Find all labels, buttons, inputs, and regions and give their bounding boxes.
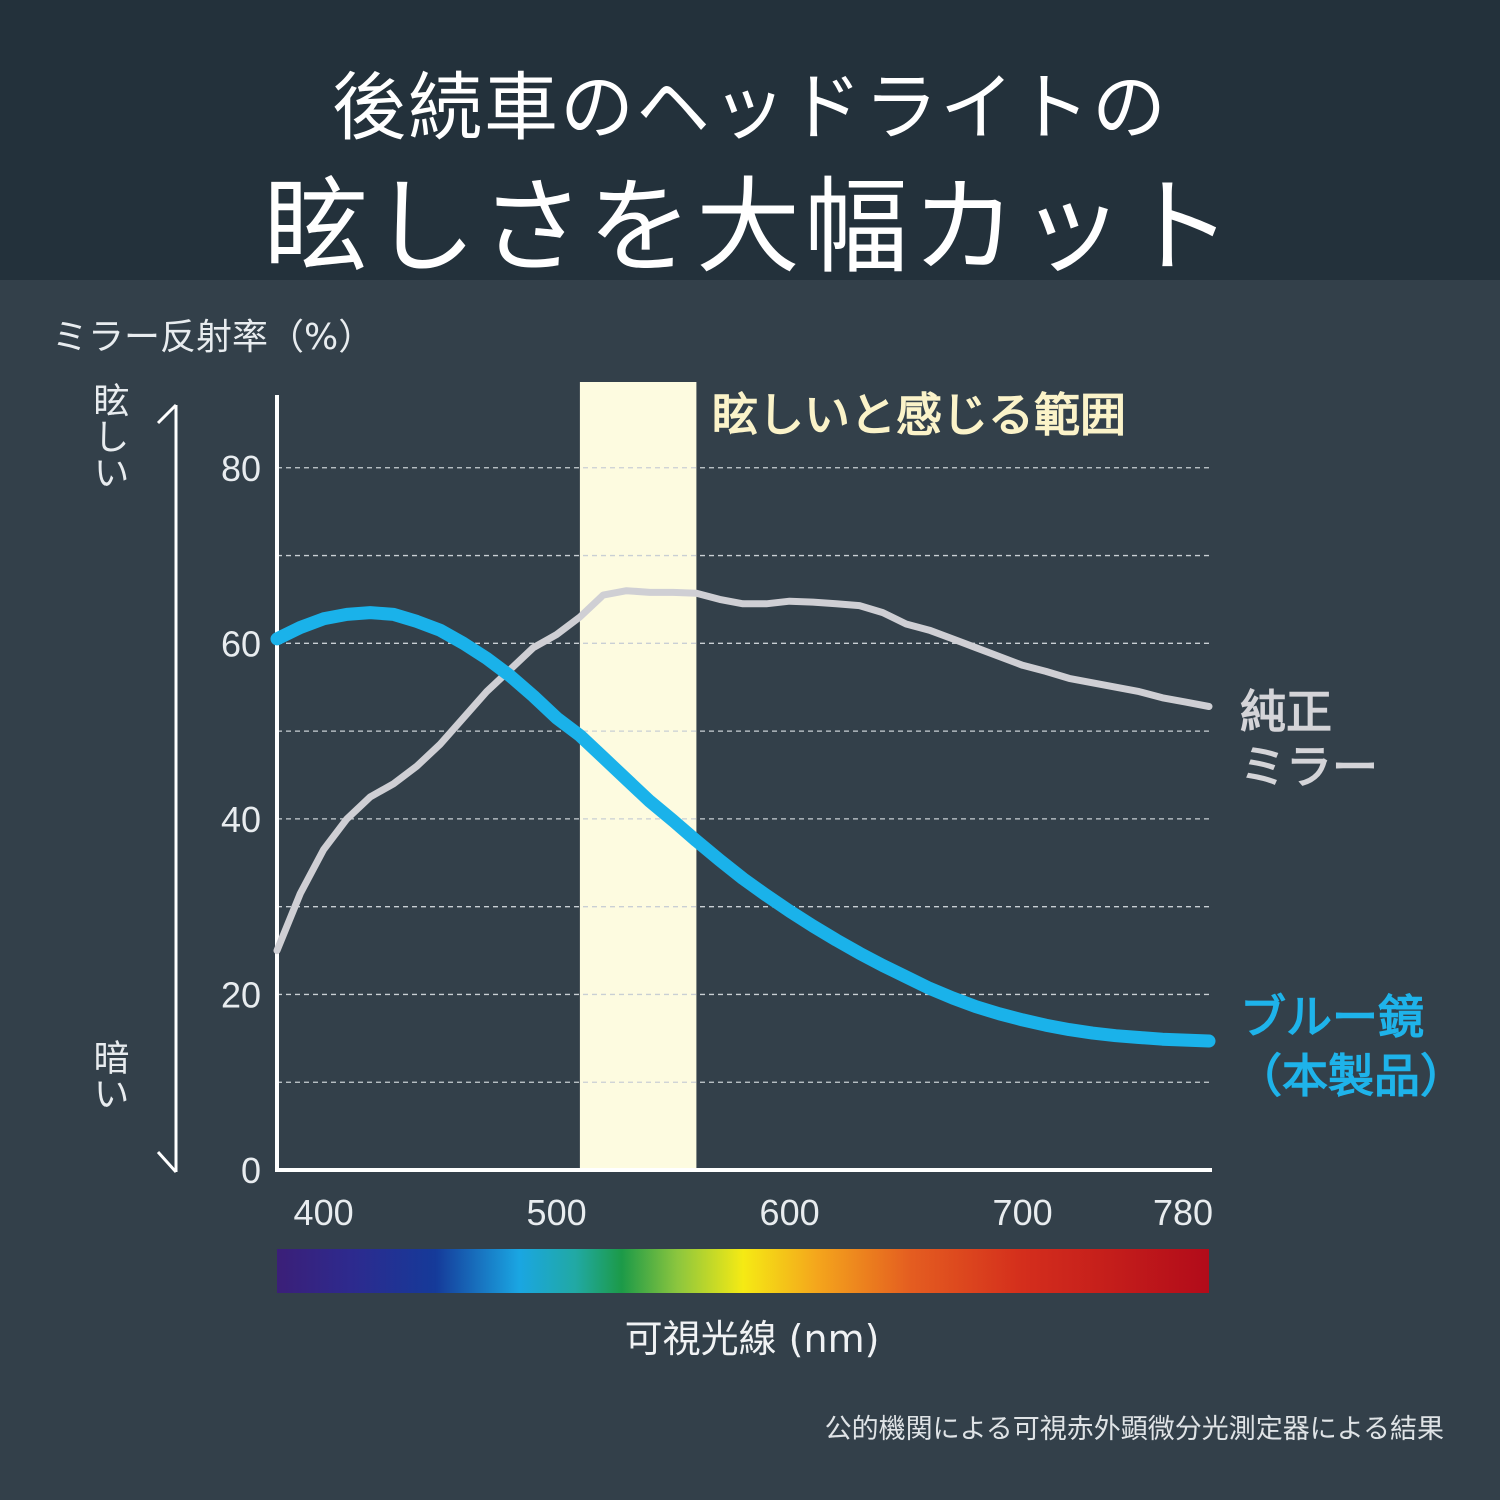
series-line-blue xyxy=(270,606,1216,1048)
y-tick-label: 20 xyxy=(221,974,261,1015)
x-tick-label: 600 xyxy=(760,1192,820,1233)
series-label-blue-2: （本製品） xyxy=(1236,1049,1466,1103)
x-tick-label: 700 xyxy=(993,1192,1053,1233)
series-label-gray-1: 純正 xyxy=(1240,685,1332,739)
y-axis-top-label: 眩しい xyxy=(88,382,129,490)
header-banner: 後続車のヘッドライトの 眩しさを大幅カット xyxy=(0,0,1500,288)
y-axis-title: ミラー反射率（%） xyxy=(52,317,374,358)
series-line-gray xyxy=(273,587,1213,955)
title-line-2: 眩しさを大幅カット xyxy=(263,166,1236,288)
y-tick-labels: 0 20 40 60 80 xyxy=(221,448,261,1191)
glare-range-label: 眩しいと感じる範囲 xyxy=(712,388,1126,442)
series-label-gray-2: ミラー xyxy=(1240,740,1378,794)
x-tick-label: 780 xyxy=(1153,1192,1213,1233)
footnote: 公的機関による可視赤外顕微分光測定器による結果 xyxy=(825,1414,1444,1445)
y-tick-label: 60 xyxy=(221,623,261,664)
series-label-blue-1: ブルー鏡 xyxy=(1240,990,1424,1044)
visible-spectrum-bar xyxy=(277,1249,1209,1293)
y-tick-label: 80 xyxy=(221,448,261,489)
y-tick-label: 40 xyxy=(221,799,261,840)
glare-direction-arrow xyxy=(156,403,178,1174)
y-tick-label: 0 xyxy=(241,1150,261,1191)
x-axis-title: 可視光線 (nm) xyxy=(625,1317,880,1361)
title-line-1: 後続車のヘッドライトの xyxy=(332,65,1168,151)
x-tick-label: 400 xyxy=(294,1192,354,1233)
grid-lines xyxy=(277,467,1209,1083)
glare-range-band xyxy=(579,382,697,1170)
x-tick-labels: 400 500 600 700 780 xyxy=(294,1192,1213,1233)
y-axis-bottom-label: 暗い xyxy=(88,1039,129,1111)
x-tick-label: 500 xyxy=(527,1192,587,1233)
